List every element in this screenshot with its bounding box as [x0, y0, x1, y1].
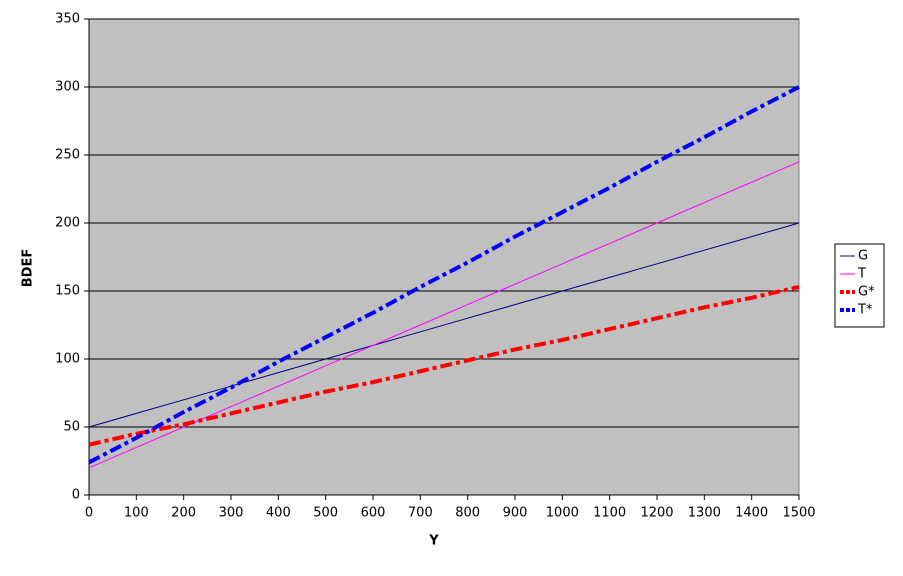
legend-label: G*: [858, 285, 875, 300]
x-tick-label: 1100: [593, 506, 626, 521]
y-tick-label: 0: [72, 488, 80, 503]
x-tick-label: 0: [85, 506, 93, 521]
y-tick-label: 350: [55, 12, 80, 27]
y-tick-label: 250: [55, 148, 80, 163]
x-tick-label: 500: [313, 506, 338, 521]
x-tick-label: 1200: [640, 506, 673, 521]
x-tick-label: 1000: [546, 506, 579, 521]
series-line: [88, 284, 800, 447]
legend-label: T: [857, 267, 866, 282]
x-tick-label: 1300: [688, 506, 721, 521]
legend-label: T*: [857, 303, 873, 318]
legend-box: [834, 243, 885, 328]
y-tick-label: 200: [55, 216, 80, 231]
series-line: [88, 85, 800, 465]
plot-area: [88, 18, 800, 496]
x-tick-label: 800: [455, 506, 480, 521]
y-tick-label: 150: [55, 284, 80, 299]
x-axis-title: Y: [428, 534, 439, 549]
y-tick-label: 300: [55, 80, 80, 95]
x-tick-label: 700: [408, 506, 433, 521]
x-tick-label: 1400: [735, 506, 768, 521]
series-line: [88, 222, 800, 428]
x-tick-label: 1500: [782, 506, 815, 521]
legend-label: G: [858, 249, 868, 264]
y-tick-label: 100: [55, 352, 80, 367]
x-tick-label: 400: [266, 506, 291, 521]
x-tick-label: 200: [171, 506, 196, 521]
x-tick-label: 900: [503, 506, 528, 521]
y-tick-label: 50: [63, 420, 80, 435]
x-tick-label: 100: [124, 506, 149, 521]
x-tick-label: 300: [219, 506, 244, 521]
x-tick-label: 600: [361, 506, 386, 521]
y-axis-title: BDEF: [21, 249, 36, 287]
